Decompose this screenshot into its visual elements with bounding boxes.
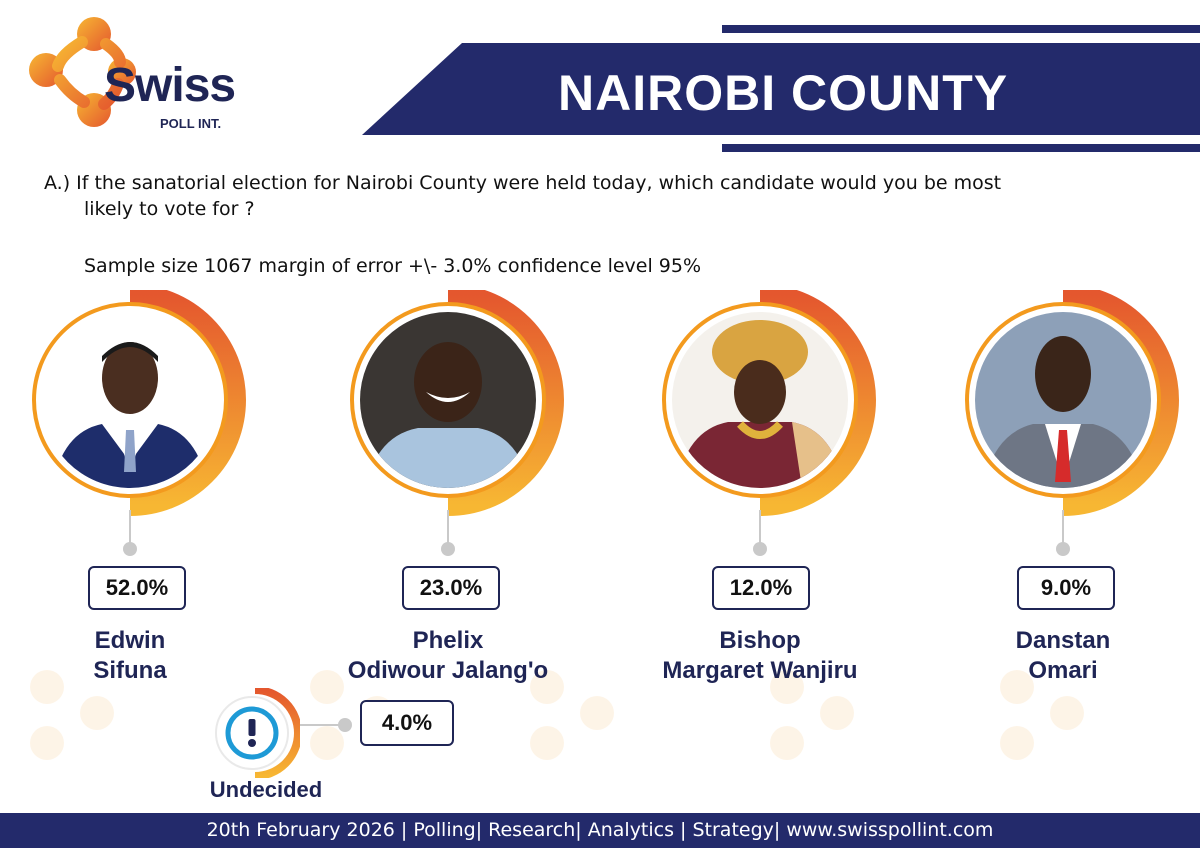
undecided-label: Undecided — [209, 777, 323, 802]
undecided-percentage-box: 4.0% — [360, 700, 454, 746]
header-stripe — [722, 25, 1200, 33]
question-line-1: A.) If the sanatorial election for Nairo… — [44, 172, 1002, 194]
page-title: NAIROBI COUNTY — [558, 65, 1009, 121]
title-banner — [362, 43, 1200, 135]
brand-name: Swiss — [104, 59, 236, 112]
candidate-card: 12.0% Bishop Margaret Wanjiru — [652, 290, 912, 700]
connector-line — [447, 510, 449, 552]
candidate-photo — [42, 312, 218, 488]
candidate-name-line2: Margaret Wanjiru — [662, 657, 858, 684]
candidate-name-line1: Bishop — [719, 627, 801, 654]
candidate-name-line2: Omari — [1028, 657, 1098, 684]
candidate-name: Danstan Omari — [933, 626, 1193, 686]
candidate-card: 9.0% Danstan Omari — [955, 290, 1200, 700]
watermark-blob — [20, 660, 130, 770]
brand-subtitle: POLL INT. — [160, 116, 222, 131]
connector-dot — [338, 718, 352, 732]
candidate-name-line1: Danstan — [1015, 627, 1111, 654]
candidate-card: 52.0% Edwin Sifuna — [22, 290, 282, 700]
connector-dot — [441, 542, 455, 556]
connector-line — [129, 510, 131, 552]
percentage-box: 9.0% — [1017, 566, 1115, 610]
sample-info: Sample size 1067 margin of error +\- 3.0… — [84, 255, 702, 277]
connector-line — [759, 510, 761, 552]
connector-dot — [753, 542, 767, 556]
percentage-box: 12.0% — [712, 566, 810, 610]
question-line-2: likely to vote for ? — [84, 198, 255, 220]
candidate-photo — [360, 312, 536, 488]
connector-dot — [1056, 542, 1070, 556]
header-stripe — [722, 144, 1200, 152]
connector-line — [300, 724, 344, 726]
connector-dot — [123, 542, 137, 556]
candidate-card: 23.0% Phelix Odiwour Jalang'o — [340, 290, 600, 700]
exclamation-icon — [215, 688, 300, 778]
connector-line — [1062, 510, 1064, 552]
candidate-name: Edwin Sifuna — [0, 626, 260, 686]
candidate-name-line1: Edwin — [94, 627, 166, 654]
candidate-photo — [975, 312, 1151, 488]
candidate-photo — [672, 312, 848, 488]
candidate-name-line2: Odiwour Jalang'o — [347, 657, 549, 684]
survey-question: A.) If the sanatorial election for Nairo… — [44, 170, 1034, 222]
candidate-name-line2: Sifuna — [93, 657, 167, 684]
watermark-blob — [520, 660, 630, 770]
percentage-box: 52.0% — [88, 566, 186, 610]
footer-bar: 20th February 2026 | Polling| Research| … — [0, 813, 1200, 848]
brand-logo: Swiss POLL INT. — [22, 14, 262, 134]
watermark-blob — [990, 660, 1100, 770]
logo-mark-icon — [29, 17, 136, 127]
footer-text: 20th February 2026 | Polling| Research| … — [206, 819, 994, 841]
percentage-box: 23.0% — [402, 566, 500, 610]
candidate-name: Bishop Margaret Wanjiru — [630, 626, 890, 686]
watermark-blob — [760, 660, 870, 770]
candidate-name-line1: Phelix — [412, 627, 484, 654]
candidate-name: Phelix Odiwour Jalang'o — [318, 626, 578, 686]
